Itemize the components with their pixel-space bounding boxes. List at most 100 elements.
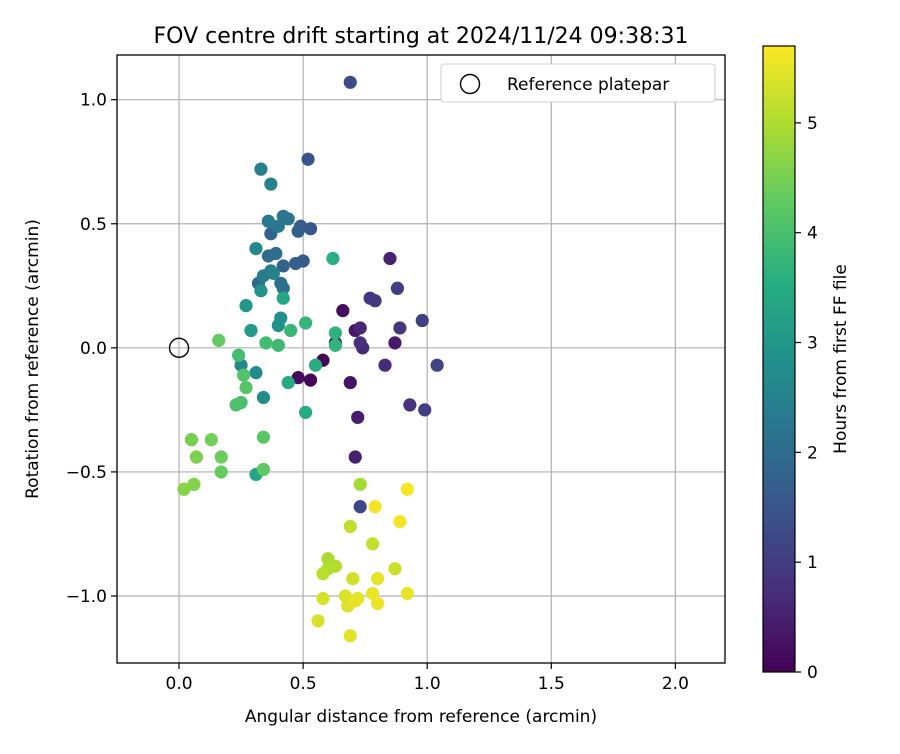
data-point <box>403 398 417 412</box>
data-point <box>418 403 432 417</box>
data-point <box>430 358 444 372</box>
x-axis-label: Angular distance from reference (arcmin) <box>245 707 597 727</box>
data-point <box>383 251 397 266</box>
data-point <box>415 313 429 328</box>
data-point <box>390 281 405 295</box>
data-point <box>338 589 352 603</box>
data-point <box>351 410 365 424</box>
data-point <box>276 259 290 273</box>
colorbar-tick-label: 5 <box>807 114 818 134</box>
data-point <box>400 482 414 496</box>
data-point <box>266 266 280 280</box>
data-point <box>256 390 271 405</box>
data-point <box>343 375 357 390</box>
y-axis-label: Rotation from reference (arcmin) <box>23 219 43 499</box>
colorbar-tick-label: 3 <box>807 334 818 354</box>
x-tick-label: 0.0 <box>166 674 193 694</box>
data-point <box>271 318 285 333</box>
data-point <box>311 614 325 628</box>
data-point <box>299 405 313 419</box>
y-tick-label: −0.5 <box>66 463 107 483</box>
data-point <box>370 572 385 586</box>
data-point <box>256 269 271 283</box>
data-point <box>177 482 191 496</box>
reference-marker <box>168 337 190 359</box>
data-point <box>214 450 228 464</box>
data-point <box>388 562 402 576</box>
legend: Reference platepar <box>440 63 716 103</box>
x-axis-ticks: 0.0 0.5 1.0 1.5 2.0 <box>166 663 689 694</box>
data-point <box>343 519 357 534</box>
data-point <box>303 373 318 387</box>
data-point <box>291 224 305 238</box>
data-point <box>184 433 199 447</box>
x-tick-label: 2.0 <box>662 674 689 694</box>
legend-box <box>440 63 716 103</box>
data-point <box>271 338 285 352</box>
data-point <box>289 256 303 271</box>
data-point <box>281 212 295 226</box>
data-point <box>229 398 243 412</box>
data-point <box>353 500 367 514</box>
x-tick-label: 1.0 <box>414 674 441 694</box>
data-point <box>366 586 380 601</box>
data-point <box>316 567 330 581</box>
colorbar: 0 1 2 3 4 5 Hours from first FF file <box>762 45 851 683</box>
data-point <box>271 219 285 233</box>
data-point <box>234 358 248 372</box>
data-point <box>236 368 251 382</box>
data-point <box>189 450 204 464</box>
data-point <box>261 214 275 228</box>
data-point <box>343 629 357 643</box>
colorbar-tick-label: 0 <box>807 663 818 683</box>
data-point <box>249 241 263 256</box>
data-point <box>393 514 407 529</box>
data-point <box>328 326 342 340</box>
data-point <box>368 500 382 514</box>
data-point <box>368 294 382 308</box>
data-point <box>353 321 367 335</box>
data-point <box>276 281 290 295</box>
data-point <box>259 336 273 350</box>
data-point <box>328 338 342 352</box>
data-point <box>214 465 228 479</box>
data-point <box>348 594 362 608</box>
y-tick-label: 0.5 <box>80 215 107 235</box>
data-point <box>254 284 268 298</box>
data-point <box>256 462 271 477</box>
data-point <box>239 380 253 395</box>
data-point <box>269 246 283 261</box>
data-point <box>326 251 340 266</box>
data-point <box>284 323 298 338</box>
data-point <box>239 299 253 313</box>
data-point <box>393 321 407 335</box>
data-point <box>336 304 350 318</box>
legend-label: Reference platepar <box>507 75 669 95</box>
x-tick-label: 1.5 <box>538 674 565 694</box>
data-point <box>346 572 360 586</box>
y-axis-ticks: 1.0 0.5 0.0 −0.5 −1.0 <box>66 91 117 607</box>
y-tick-label: 1.0 <box>80 91 107 111</box>
colorbar-gradient <box>762 45 796 673</box>
data-point <box>303 222 318 236</box>
data-points <box>177 75 444 643</box>
data-point <box>366 537 380 551</box>
data-point <box>276 291 290 305</box>
colorbar-tick-label: 1 <box>807 553 818 573</box>
data-point <box>370 596 385 611</box>
data-point <box>212 333 226 347</box>
data-point <box>254 162 268 176</box>
data-point <box>308 358 323 372</box>
data-point <box>299 316 313 330</box>
colorbar-tick-label: 2 <box>807 443 818 463</box>
y-tick-label: −1.0 <box>66 587 107 607</box>
data-point <box>291 371 305 385</box>
data-point <box>353 477 367 491</box>
data-point <box>316 591 330 606</box>
data-point <box>328 559 342 573</box>
data-point <box>388 336 402 350</box>
y-tick-label: 0.0 <box>80 339 107 359</box>
data-point <box>353 336 367 350</box>
